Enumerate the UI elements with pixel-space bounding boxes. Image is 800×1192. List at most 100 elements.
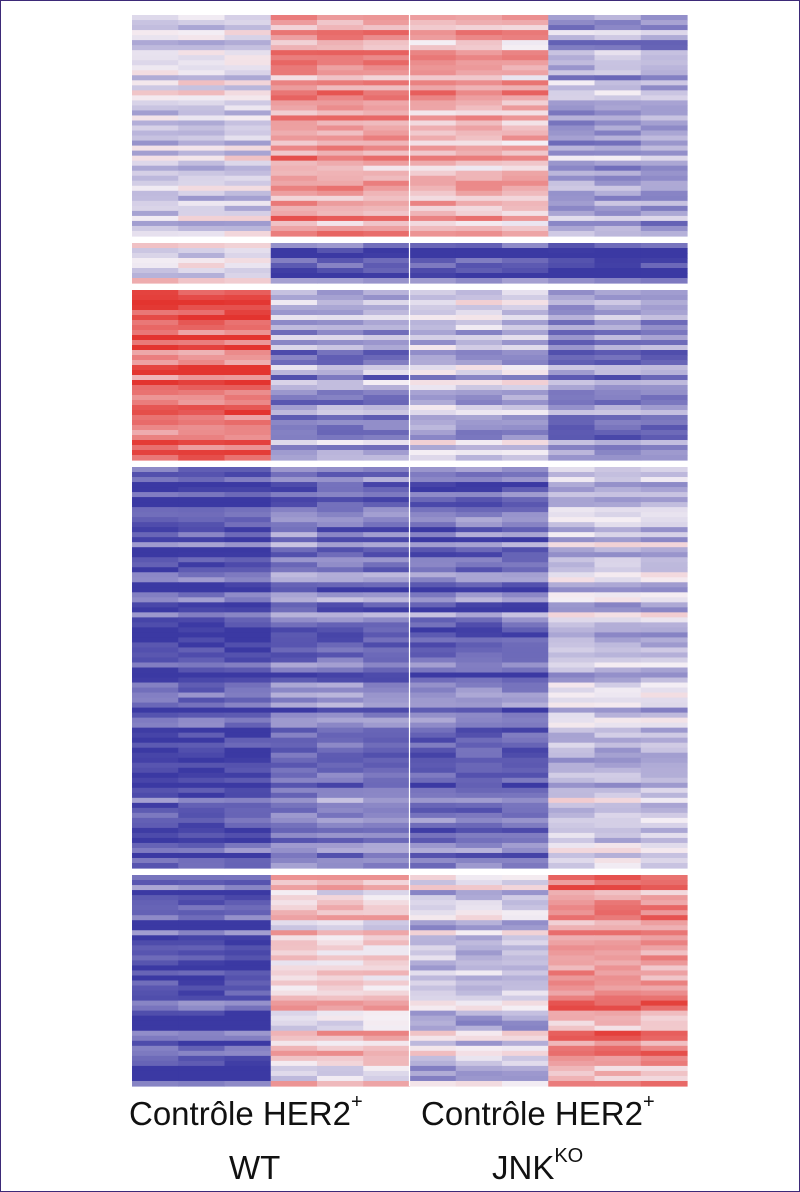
heatmap-cell: [640, 812, 688, 819]
heatmap-cell: [270, 837, 318, 844]
heatmap-cell: [363, 492, 411, 498]
heatmap-cell: [178, 612, 226, 618]
heatmap-cell: [270, 672, 318, 679]
heatmap-cell: [502, 817, 549, 824]
heatmap-cell: [178, 175, 226, 182]
heatmap-cell: [502, 935, 549, 941]
heatmap-cell: [502, 985, 549, 992]
heatmap-cell: [363, 522, 411, 528]
heatmap-cell: [455, 1075, 503, 1082]
heatmap-cell: [178, 537, 226, 543]
heatmap-cell: [548, 1035, 596, 1042]
heatmap-cell: [224, 380, 272, 386]
heatmap-cell: [132, 577, 179, 583]
heatmap-cell: [132, 532, 179, 538]
heatmap-cell: [363, 365, 411, 371]
heatmap-cell: [270, 557, 318, 563]
heatmap-cell: [132, 965, 179, 972]
heatmap-cell: [224, 365, 272, 371]
heatmap-cell: [502, 415, 549, 421]
heatmap-cell: [224, 120, 272, 127]
heatmap-cell: [224, 1000, 272, 1007]
heatmap-cell: [363, 130, 411, 137]
heatmap-cell: [640, 25, 688, 31]
heatmap-cell: [409, 697, 457, 704]
heatmap-cell: [363, 880, 411, 886]
heatmap-cell: [548, 395, 596, 401]
heatmap-cell: [594, 985, 642, 992]
heatmap-cell: [502, 915, 549, 921]
heatmap-cell: [317, 557, 364, 563]
heatmap-cell: [270, 522, 318, 528]
heatmap-cell: [548, 390, 596, 396]
heatmap-cell: [224, 1065, 272, 1072]
heatmap-cell: [548, 900, 596, 906]
heatmap-cell: [548, 657, 596, 664]
heatmap-cell: [409, 985, 457, 992]
heatmap-cell: [455, 467, 503, 473]
heatmap-cell: [270, 165, 318, 172]
heatmap-cell: [178, 637, 226, 644]
heatmap-cell: [317, 1070, 364, 1077]
heatmap-cell: [224, 587, 272, 593]
heatmap-cell: [178, 1055, 226, 1062]
heatmap-cell: [132, 1020, 179, 1027]
heatmap-cell: [455, 777, 503, 784]
heatmap-cell: [132, 747, 179, 754]
heatmap-cell: [132, 115, 179, 122]
heatmap-cell: [363, 905, 411, 911]
heatmap-cell: [640, 420, 688, 426]
heatmap-cell: [363, 95, 411, 101]
heatmap-cell: [640, 1060, 688, 1067]
heatmap-cell: [270, 140, 318, 147]
heatmap-cell: [132, 787, 179, 794]
heatmap-cell: [455, 60, 503, 66]
heatmap-cell: [455, 1080, 503, 1087]
heatmap-cell: [178, 737, 226, 744]
heatmap-cell: [548, 895, 596, 901]
heatmap-cell: [548, 1030, 596, 1037]
heatmap-cell: [455, 617, 503, 623]
heatmap-cell: [594, 527, 642, 533]
heatmap-cell: [224, 980, 272, 987]
heatmap-cell: [594, 692, 642, 699]
heatmap-cell: [132, 572, 179, 578]
heatmap-cell: [317, 155, 364, 162]
heatmap-cell: [363, 852, 411, 859]
heatmap-cell: [270, 305, 318, 311]
heatmap-cell: [363, 170, 411, 177]
gene-cluster-3: [132, 290, 688, 461]
heatmap-cell: [502, 572, 549, 578]
heatmap-cell: [224, 672, 272, 679]
heatmap-cell: [409, 567, 457, 573]
heatmap-cell: [363, 737, 411, 744]
heatmap-cell: [502, 807, 549, 814]
heatmap-cell: [502, 205, 549, 212]
heatmap-cell: [224, 885, 272, 891]
heatmap-cell: [317, 552, 364, 558]
heatmap-cell: [132, 677, 179, 684]
heatmap-cell: [455, 702, 503, 709]
heatmap-cell: [455, 915, 503, 921]
heatmap-cell: [224, 652, 272, 659]
heatmap-cell: [270, 702, 318, 709]
heatmap-cell: [548, 647, 596, 654]
heatmap-cell: [224, 385, 272, 391]
heatmap-cell: [270, 497, 318, 503]
heatmap-cell: [178, 115, 226, 122]
heatmap-cell: [317, 70, 364, 76]
heatmap-cell: [132, 1080, 179, 1087]
heatmap-cell: [178, 1015, 226, 1022]
heatmap-cell: [178, 807, 226, 814]
heatmap-cell: [455, 268, 503, 274]
heatmap-cell: [594, 542, 642, 548]
heatmap-cell: [224, 445, 272, 451]
heatmap-cell: [409, 552, 457, 558]
heatmap-cell: [455, 832, 503, 839]
heatmap-cell: [502, 667, 549, 674]
heatmap-cell: [640, 273, 688, 279]
heatmap-cell: [548, 225, 596, 232]
heatmap-cell: [178, 1080, 226, 1087]
heatmap-cell: [455, 380, 503, 386]
